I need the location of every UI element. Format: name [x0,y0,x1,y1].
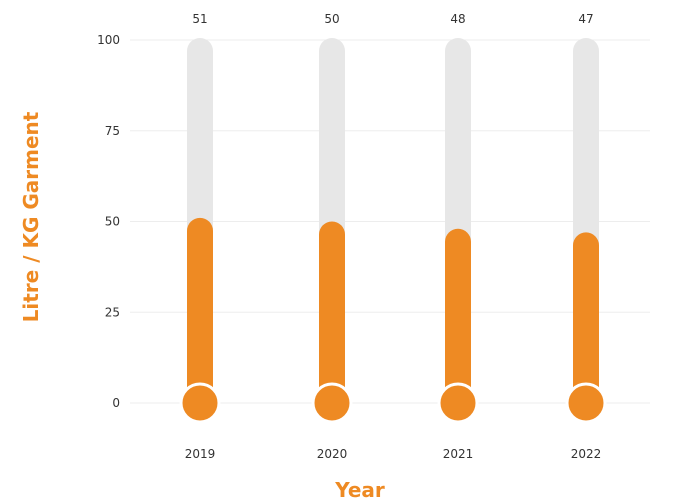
x-tick-label: 2021 [443,447,474,461]
bar-2019 [187,217,213,403]
y-axis-title: Litre / KG Garment [19,111,43,322]
bar-2022 [573,232,599,403]
data-label: 50 [324,12,339,26]
bars [179,38,607,424]
bar-2020 [319,221,345,403]
bar-bulb [437,382,479,424]
y-axis-ticks: 0 25 50 75 100 [97,33,120,410]
y-tick-label: 75 [105,124,120,138]
bar-2021 [445,228,471,403]
grid-lines [130,39,650,404]
y-tick-label: 50 [105,215,120,229]
data-labels: 51 50 48 47 [192,12,593,26]
data-label: 47 [578,12,593,26]
bar-bulb [311,382,353,424]
x-tick-label: 2020 [317,447,348,461]
bar-bulb [565,382,607,424]
x-tick-label: 2019 [185,447,216,461]
y-tick-label: 0 [112,396,120,410]
x-tick-label: 2022 [571,447,602,461]
data-label: 51 [192,12,207,26]
bar-bulb [179,382,221,424]
data-label: 48 [450,12,465,26]
x-axis-ticks: 2019 2020 2021 2022 [185,447,602,461]
y-tick-label: 25 [105,305,120,319]
y-tick-label: 100 [97,33,120,47]
x-axis-title: Year [334,478,385,502]
